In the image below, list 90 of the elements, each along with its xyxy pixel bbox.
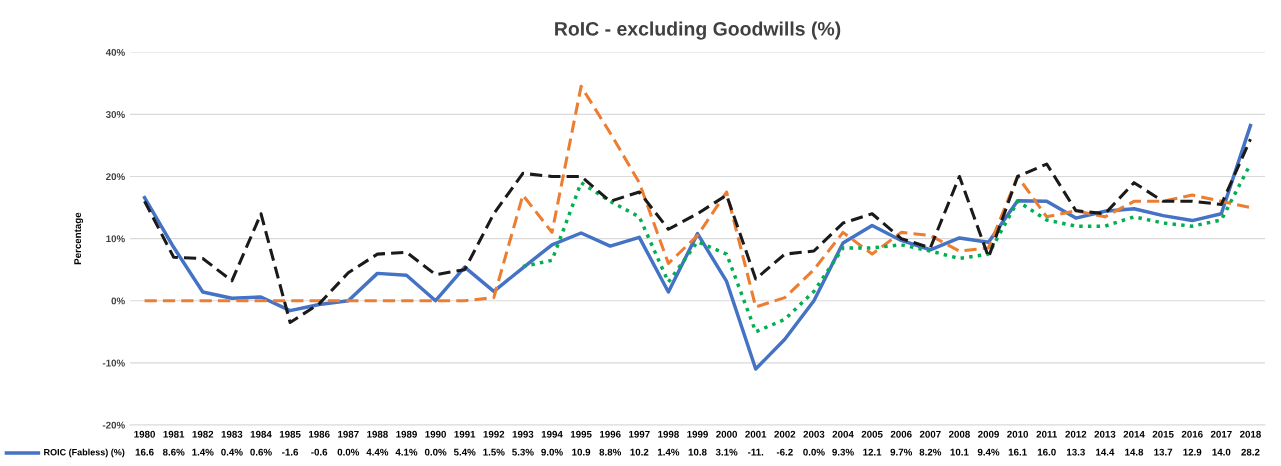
data-label: 0.0% <box>803 448 825 456</box>
x-tick-label: 1991 <box>454 430 476 438</box>
data-label: 8.2% <box>919 448 942 456</box>
data-label: 0.0% <box>424 448 447 456</box>
data-label: 14.4 <box>1096 448 1115 456</box>
legend-label: ROIC (Fabless) (%) <box>44 448 125 458</box>
y-tick-label: -10% <box>102 359 125 367</box>
x-tick-label: 1987 <box>338 430 359 438</box>
data-label: 10.9 <box>572 448 591 456</box>
data-label: -6.2 <box>776 448 793 456</box>
data-label: 13.7 <box>1154 448 1173 456</box>
x-tick-label: 1995 <box>570 430 592 438</box>
x-tick-label: 2000 <box>716 430 738 438</box>
x-tick-label: 2010 <box>1007 430 1029 438</box>
data-label: 9.4% <box>977 448 1000 456</box>
data-label: 8.8% <box>599 448 622 456</box>
data-label: 3.1% <box>715 448 738 456</box>
x-tick-label: 1996 <box>600 430 621 438</box>
x-tick-label: 2018 <box>1239 430 1261 438</box>
data-label: 16.6 <box>135 448 154 456</box>
data-label: 0.6% <box>250 448 272 456</box>
data-label: 5.4% <box>453 448 476 456</box>
data-label: 10.2 <box>630 448 649 456</box>
x-tick-label: 1993 <box>512 430 534 438</box>
x-tick-label: 2004 <box>832 430 854 438</box>
x-tick-label: 2007 <box>919 430 941 438</box>
data-label: 13.3 <box>1066 448 1085 456</box>
data-label: 1.4% <box>192 448 214 456</box>
data-label: 9.7% <box>890 448 913 456</box>
x-tick-label: 1994 <box>541 430 563 438</box>
data-label: 0.4% <box>221 448 243 456</box>
x-tick-label: 1990 <box>425 430 447 438</box>
data-label: 9.3% <box>832 448 854 456</box>
line-series <box>143 84 1252 309</box>
data-label: 1.5% <box>483 448 505 456</box>
data-label: -1.6 <box>282 448 299 456</box>
x-tick-label: 2011 <box>1036 430 1057 438</box>
x-tick-label: 1983 <box>221 430 243 438</box>
x-tick-label: 2013 <box>1094 430 1116 438</box>
data-label: 12.1 <box>863 448 882 456</box>
y-tick-label: -20% <box>102 421 125 429</box>
x-tick-label: 1986 <box>308 430 330 438</box>
x-tick-label: 2014 <box>1123 430 1145 438</box>
x-tick-label: 1999 <box>687 430 708 438</box>
data-label: -11. <box>747 448 764 456</box>
y-tick-label: 20% <box>106 173 125 181</box>
x-tick-label: 2006 <box>890 430 912 438</box>
data-label: 0.0% <box>337 448 360 456</box>
x-tick-label: 1980 <box>134 430 155 438</box>
chart-title: RoIC - excluding Goodwills (%) <box>555 21 841 40</box>
x-tick-label: 1988 <box>367 430 388 438</box>
y-tick-label: 30% <box>105 111 125 118</box>
data-label: 16.1 <box>1008 448 1027 456</box>
x-tick-label: 2003 <box>803 430 825 438</box>
x-tick-label: 2008 <box>948 430 970 438</box>
data-label: 10.1 <box>950 448 969 456</box>
x-tick-label: 2016 <box>1181 430 1203 438</box>
data-label: 9.0% <box>541 448 563 456</box>
x-tick-label: 2012 <box>1065 430 1087 438</box>
x-tick-label: 1982 <box>192 430 214 438</box>
x-tick-label: 1981 <box>163 430 185 438</box>
data-label: 16.0 <box>1037 448 1056 456</box>
x-tick-label: 2009 <box>978 430 999 438</box>
x-tick-label: 2017 <box>1210 430 1232 438</box>
data-label: 28.2 <box>1241 448 1260 456</box>
x-tick-label: 1984 <box>250 430 272 438</box>
y-tick-label: 40% <box>105 48 125 56</box>
y-tick-label: 10% <box>106 235 125 243</box>
x-tick-label: 1985 <box>279 430 301 438</box>
data-label: -0.6 <box>311 448 328 456</box>
x-tick-label: 1997 <box>629 430 650 438</box>
data-label: 1.4% <box>657 448 680 456</box>
data-label: 5.3% <box>512 448 534 456</box>
x-tick-label: 2005 <box>861 430 883 438</box>
line-series <box>143 137 1252 324</box>
data-label: 10.8 <box>688 448 707 456</box>
x-tick-label: 1989 <box>396 430 417 438</box>
data-label: 4.1% <box>395 448 418 456</box>
data-label: 14.8 <box>1125 448 1144 456</box>
data-label: 12.9 <box>1183 448 1202 456</box>
x-tick-label: 1992 <box>483 430 505 438</box>
x-tick-label: 1998 <box>658 430 679 438</box>
data-label: 4.4% <box>366 448 389 456</box>
y-tick-label: 0% <box>111 297 125 305</box>
y-axis-title: Percentage <box>74 212 84 265</box>
x-tick-label: 2015 <box>1152 430 1174 438</box>
x-tick-label: 2002 <box>774 430 796 438</box>
data-label: 8.6% <box>162 448 185 456</box>
x-tick-label: 2001 <box>745 430 767 438</box>
data-label: 14.0 <box>1212 448 1231 456</box>
